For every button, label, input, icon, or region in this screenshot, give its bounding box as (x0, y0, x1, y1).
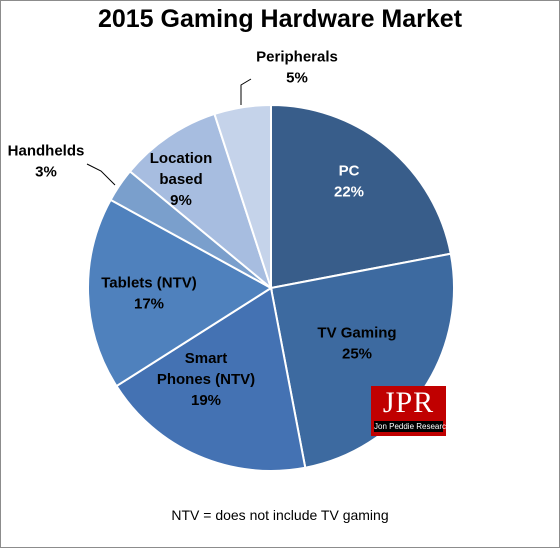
logo-subtext: Jon Peddie Research (374, 421, 446, 432)
slice-label-5: Location based 9% (150, 150, 213, 209)
footnote: NTV = does not include TV gaming (171, 507, 389, 523)
jpr-logo: JPR Jon Peddie Research (371, 386, 446, 436)
pie-slice-0 (270, 103, 452, 290)
slice-label-4: Handhelds 3% (8, 143, 85, 181)
pie-slice-2 (115, 286, 307, 472)
leader-line-4 (86, 163, 116, 186)
pie-slice-3 (87, 198, 273, 388)
logo-text: JPR (382, 386, 435, 419)
chart-title: 2015 Gaming Hardware Market (97, 5, 463, 33)
slice-label-3: Tablets (NTV) 17% (101, 275, 197, 313)
leader-line-6 (240, 78, 252, 105)
pie-slice-6 (213, 103, 272, 289)
slice-label-0: PC 22% (334, 163, 364, 201)
slice-label-6: Peripherals 5% (256, 49, 338, 87)
pie-slice-5 (128, 112, 274, 291)
slice-label-1: TV Gaming 25% (317, 325, 396, 363)
slice-label-2: Smart Phones (NTV) 19% (157, 350, 255, 409)
